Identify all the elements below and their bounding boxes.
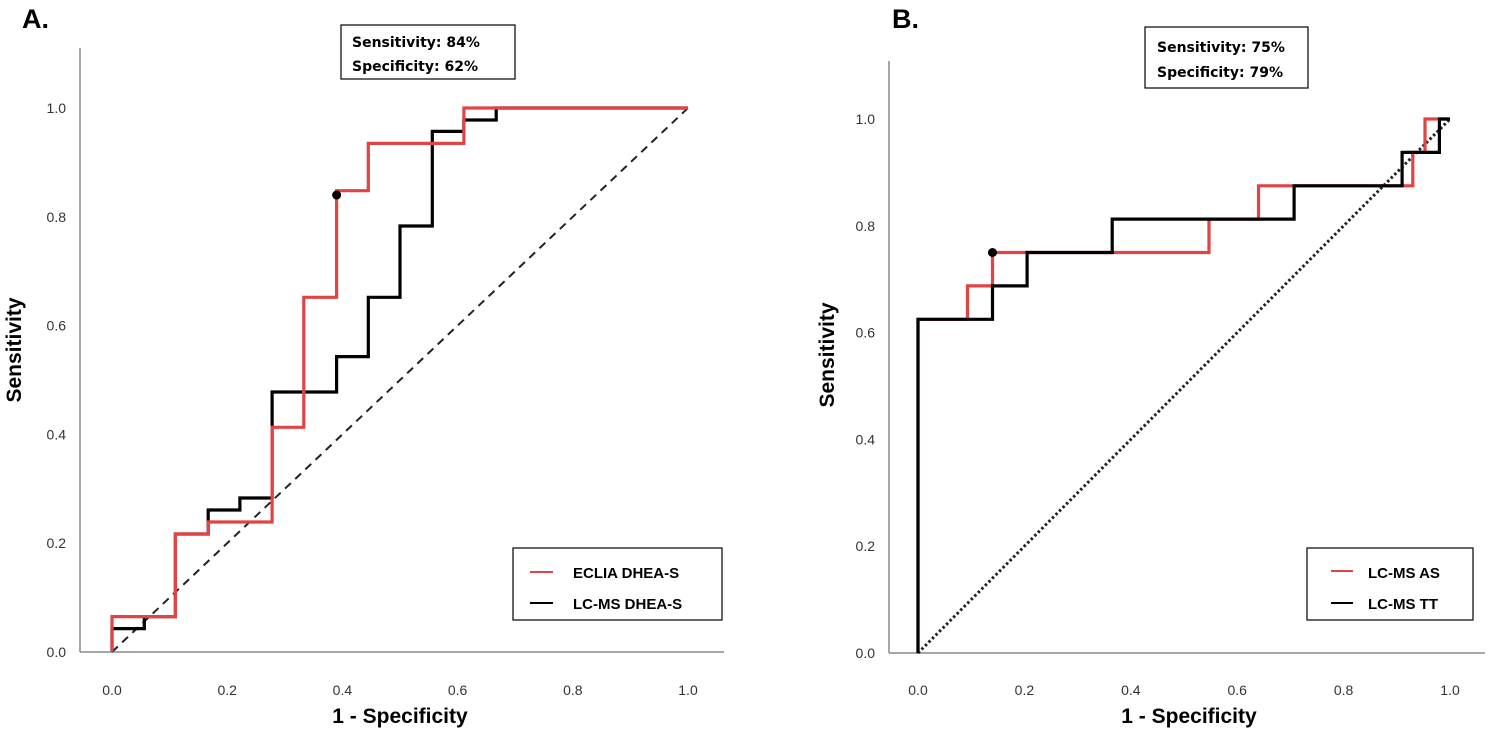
optimal-cutoff-point-a: [332, 190, 342, 200]
x-axis-title-a: 1 - Specificity: [332, 705, 468, 728]
annotation-b-sensitivity: Sensitivity: 75%: [1157, 40, 1285, 56]
y-tick-label-a: 0.6: [47, 318, 67, 334]
x-tick-label-a: 0.2: [217, 682, 237, 698]
annotation-a-specificity: Specificity: 62%: [352, 59, 478, 75]
annotation-box-a-frame: [340, 24, 516, 80]
y-tick-label-a: 1.0: [47, 100, 67, 116]
x-tick-label-a: 0.6: [448, 682, 468, 698]
y-tick-label-a: 0.8: [47, 209, 67, 225]
y-tick-label-b: 0.2: [856, 538, 876, 554]
panel-a-label: A.: [22, 4, 49, 34]
panel-b: B. Sensitivity: 75% Specificity: 79% 0.0…: [816, 4, 1485, 728]
optimal-cutoff-point-b: [987, 248, 997, 257]
panel-b-label: B.: [892, 4, 919, 34]
annotation-a-sensitivity: Sensitivity: 84%: [352, 35, 480, 51]
legend-b: LC-MS AS LC-MS TT: [1306, 547, 1474, 621]
y-axis-title-b: Sensitivity: [816, 302, 839, 407]
panel-a: A. Sensitivity: 84% Specificity: 62% 0.0…: [3, 4, 724, 728]
roc-curve-lc-ms-tt: [916, 117, 1450, 653]
annotation-box-a: Sensitivity: 84% Specificity: 62%: [340, 24, 516, 80]
x-tick-label-b: 0.2: [1015, 682, 1035, 698]
legend-a-label-lcms: LC-MS DHEA-S: [573, 596, 682, 613]
x-tick-label-a: 0.4: [333, 682, 353, 698]
x-tick-label-b: 1.0: [1440, 682, 1460, 698]
y-tick-label-a: 0.0: [47, 644, 67, 660]
legend-b-label-as: LC-MS AS: [1368, 565, 1440, 582]
y-tick-label-b: 0.4: [856, 431, 876, 447]
y-tick-label-a: 0.2: [47, 535, 67, 551]
x-tick-label-b: 0.8: [1334, 682, 1354, 698]
x-tick-label-a: 0.0: [102, 682, 122, 698]
legend-a: ECLIA DHEA-S LC-MS DHEA-S: [512, 547, 723, 621]
roc-curve-eclia-dhea-s: [110, 106, 688, 652]
x-tick-label-a: 0.8: [563, 682, 583, 698]
y-tick-label-a: 0.4: [47, 426, 67, 442]
x-tick-label-b: 0.4: [1121, 682, 1141, 698]
annotation-b-specificity: Specificity: 79%: [1157, 65, 1283, 81]
legend-b-label-tt: LC-MS TT: [1368, 596, 1438, 613]
x-axis-title-b: 1 - Specificity: [1121, 705, 1257, 728]
x-tick-label-b: 0.0: [908, 682, 928, 698]
reference-diagonal-a: [111, 107, 689, 653]
legend-b-frame: [1306, 547, 1474, 621]
y-tick-label-b: 0.8: [856, 218, 876, 234]
legend-a-frame: [512, 547, 723, 621]
reference-diagonal-b: [916, 117, 1452, 655]
legend-a-label-eclia: ECLIA DHEA-S: [573, 565, 679, 582]
y-tick-label-b: 0.6: [856, 325, 876, 341]
annotation-box-b-frame: [1144, 26, 1309, 89]
x-tick-label-a: 1.0: [678, 682, 698, 698]
y-tick-label-b: 0.0: [856, 645, 876, 661]
x-tick-label-b: 0.6: [1227, 682, 1247, 698]
y-axis-title-a: Sensitivity: [3, 297, 26, 402]
y-tick-label-b: 1.0: [856, 111, 876, 127]
annotation-box-b: Sensitivity: 75% Specificity: 79%: [1144, 26, 1309, 89]
